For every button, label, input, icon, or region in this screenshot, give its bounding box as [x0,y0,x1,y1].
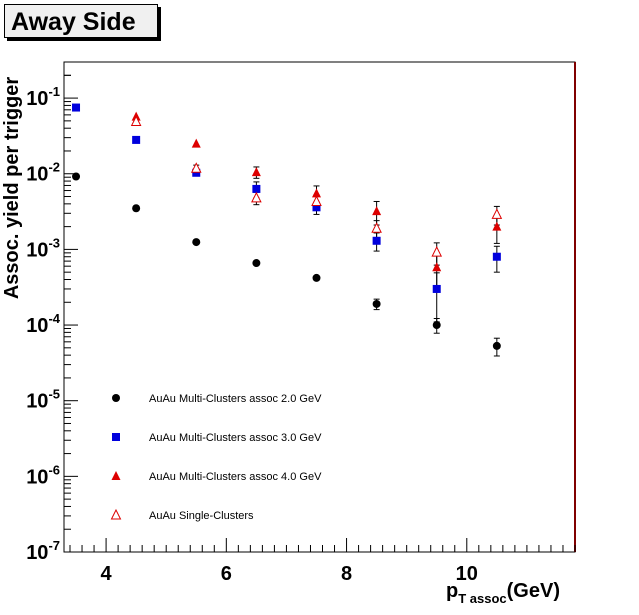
y-tick-label: 10-1 [26,84,60,110]
data-point-series-2 [372,236,381,245]
legend: AuAu Multi-Clusters assoc 2.0 GeV AuAu Mu… [110,393,322,522]
x-axis-label-unit: (GeV) [507,580,560,602]
data-point-series-1 [492,341,501,350]
data-point-series-2 [252,184,261,193]
x-tick-label: 8 [341,563,352,585]
data-point-series-2 [312,203,321,212]
data-point-series-1 [132,204,141,213]
legend-marker-3 [111,471,121,480]
data-point-series-2 [432,284,441,293]
legend-label-1: AuAu Multi-Clusters assoc 2.0 GeV [149,393,322,405]
error-bars-group [193,164,500,357]
data-point-series-3 [432,262,442,272]
y-tick-label: 10-2 [26,160,60,186]
y-tick-label: 10-7 [26,538,60,564]
x-axis-label-sub: T assoc [458,591,506,606]
data-point-series-4 [190,162,202,173]
data-point-series-1 [192,238,201,247]
data-point-series-4 [371,222,382,233]
legend-marker-2 [112,433,120,441]
data-point-series-4 [311,195,322,206]
data-point-series-4 [431,246,443,257]
data-points-group [72,103,503,350]
y-tick-label: 10-6 [26,462,60,488]
data-point-series-1 [252,259,261,268]
data-point-series-3 [311,188,321,198]
y-tick-label: 10-5 [26,387,60,413]
x-tick-label: 10 [456,563,478,585]
data-point-series-3 [372,206,382,216]
data-point-series-2 [492,252,501,261]
data-point-series-2 [132,135,141,144]
data-point-series-1 [432,321,441,330]
legend-label-2: AuAu Multi-Clusters assoc 3.0 GeV [149,432,322,444]
x-tick-label: 6 [221,563,232,585]
x-tick-label: 4 [101,563,113,585]
x-axis-label: pT assoc(GeV) [446,580,560,606]
legend-label-4: AuAu Single-Clusters [149,510,254,522]
data-point-series-4 [491,208,503,219]
data-point-series-3 [492,221,502,231]
data-point-series-4 [130,115,142,127]
data-point-series-4 [251,191,262,203]
y-tick-label: 10-4 [26,311,61,337]
axes-group: 4 6 8 10 10-7 10-6 10-5 10-4 10-3 10-2 10-1 [26,74,576,585]
legend-marker-4 [110,508,122,520]
y-axis-label: Assoc. yield per trigger [1,77,23,300]
data-point-series-1 [72,172,81,181]
chart-title: Away Side [4,4,158,38]
legend-label-3: AuAu Multi-Clusters assoc 4.0 GeV [149,471,322,483]
data-point-series-1 [372,299,381,308]
data-point-series-1 [312,273,321,282]
x-axis-label-main: p [446,580,458,602]
data-point-series-3 [251,167,261,177]
data-point-series-3 [191,138,201,148]
y-tick-label: 10-3 [26,235,60,261]
data-point-series-2 [72,103,81,112]
legend-marker-1 [112,394,120,402]
